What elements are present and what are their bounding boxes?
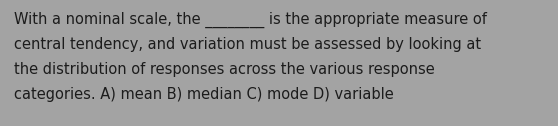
Text: categories. A) mean B) median C) mode D) variable: categories. A) mean B) median C) mode D)… [14,87,394,102]
Text: the distribution of responses across the various response: the distribution of responses across the… [14,62,435,77]
Text: central tendency, and variation must be assessed by looking at: central tendency, and variation must be … [14,37,481,52]
Text: With a nominal scale, the ________ is the appropriate measure of: With a nominal scale, the ________ is th… [14,12,487,28]
